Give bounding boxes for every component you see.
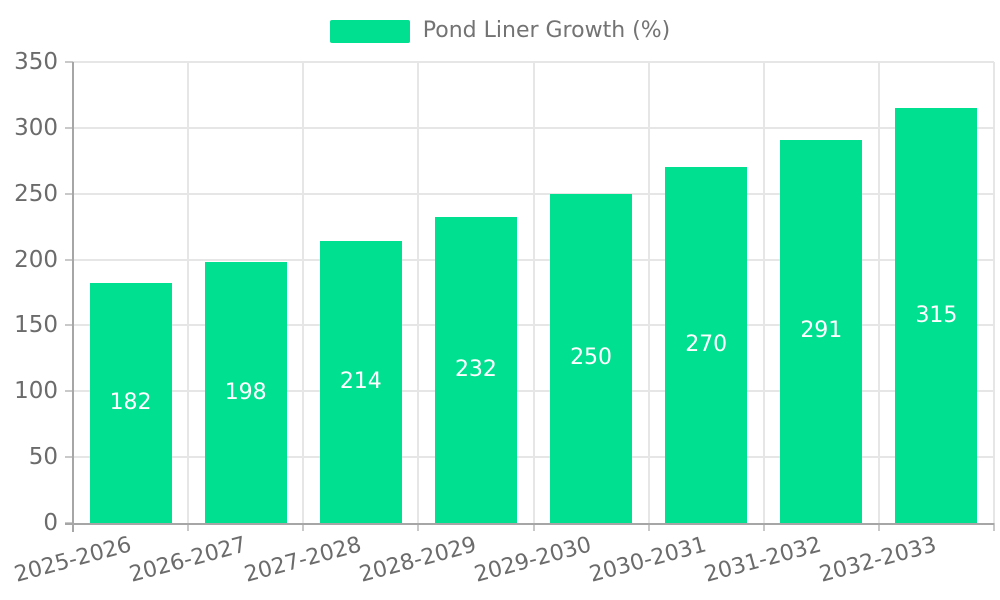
y-tick <box>65 258 73 261</box>
gridline-v <box>417 62 420 523</box>
bar-value-label: 250 <box>570 345 613 371</box>
x-tick <box>187 523 190 531</box>
gridline-v <box>302 62 305 523</box>
y-tick <box>65 456 73 459</box>
x-tick <box>417 523 420 531</box>
y-axis-line <box>72 62 74 532</box>
y-tick <box>65 324 73 327</box>
x-tick <box>993 523 995 531</box>
bar-value-label: 315 <box>915 302 958 328</box>
bar <box>550 193 633 523</box>
y-axis-label: 100 <box>14 378 58 405</box>
x-tick <box>532 523 535 531</box>
x-axis-line <box>65 523 994 525</box>
y-tick <box>65 390 73 393</box>
bar <box>204 262 287 523</box>
x-tick <box>762 523 765 531</box>
bar-value-label: 291 <box>800 318 843 344</box>
bar-value-label: 214 <box>339 369 382 395</box>
bar-value-label: 232 <box>454 357 497 383</box>
y-axis-label: 250 <box>14 180 58 207</box>
y-axis-label: 150 <box>14 312 58 339</box>
bar <box>665 167 748 523</box>
bar <box>89 283 172 523</box>
gridline-v <box>993 62 995 523</box>
x-tick <box>877 523 880 531</box>
legend-label: Pond Liner Growth (%) <box>422 18 671 43</box>
y-tick <box>65 192 73 195</box>
bar-value-label: 198 <box>224 379 267 405</box>
gridline-v <box>187 62 190 523</box>
gridline-v <box>877 62 880 523</box>
x-tick <box>302 523 305 531</box>
y-tick <box>65 126 73 129</box>
y-axis-label: 200 <box>14 246 58 273</box>
bar-value-label: 270 <box>685 332 728 358</box>
gridline-v <box>647 62 650 523</box>
y-axis-label: 50 <box>28 444 58 471</box>
bar-value-label: 182 <box>109 390 152 416</box>
gridline-v <box>532 62 535 523</box>
x-tick <box>647 523 650 531</box>
gridline-v <box>762 62 765 523</box>
y-axis-label: 350 <box>14 49 58 75</box>
y-axis-label: 0 <box>43 510 58 536</box>
bar <box>895 108 978 523</box>
legend-swatch <box>329 19 410 43</box>
bar <box>319 241 402 523</box>
legend-item[interactable]: Pond Liner Growth (%) <box>0 18 1000 44</box>
y-tick <box>65 61 73 63</box>
bar <box>434 217 517 523</box>
y-axis-label: 300 <box>14 114 58 141</box>
bar <box>780 139 863 523</box>
